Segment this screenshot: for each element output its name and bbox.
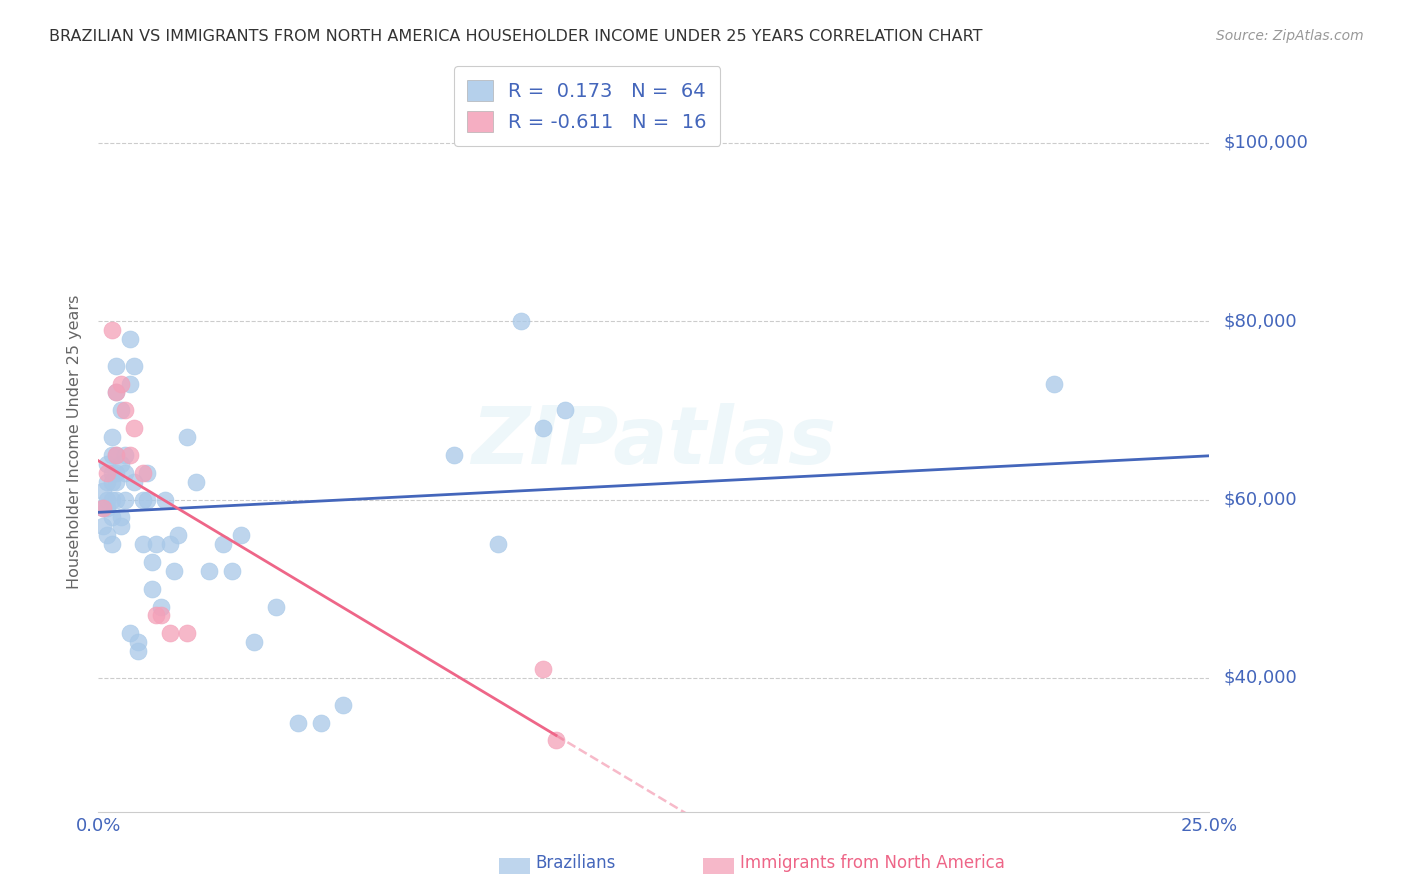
Legend: R =  0.173   N =  64, R = -0.611   N =  16: R = 0.173 N = 64, R = -0.611 N = 16 (454, 66, 720, 145)
Point (122, 475, 145, 489)
Point (105, 466, 128, 480)
Point (136, 492, 159, 507)
Text: $80,000: $80,000 (1223, 312, 1296, 330)
Point (105, 385, 128, 400)
Point (100, 466, 122, 480)
Point (91, 501, 114, 516)
Point (127, 644, 149, 658)
Point (264, 599, 287, 614)
Point (443, 448, 465, 462)
Point (531, 662, 554, 676)
Point (105, 448, 128, 462)
Point (153, 492, 176, 507)
Point (100, 537, 122, 551)
Point (96, 492, 118, 507)
Point (118, 376, 141, 391)
Point (149, 599, 172, 614)
Point (110, 510, 132, 524)
Point (105, 359, 128, 373)
Point (110, 519, 132, 533)
Point (114, 403, 136, 417)
Point (332, 698, 354, 712)
Text: $60,000: $60,000 (1223, 491, 1296, 508)
Point (105, 475, 128, 489)
Point (141, 582, 163, 596)
Point (118, 626, 141, 640)
Point (229, 528, 252, 542)
Point (114, 448, 136, 462)
Text: Immigrants from North America: Immigrants from North America (740, 855, 1004, 872)
Point (287, 715, 309, 730)
Point (211, 537, 233, 551)
Point (159, 626, 181, 640)
Text: Brazilians: Brazilians (536, 855, 616, 872)
Text: Source: ZipAtlas.com: Source: ZipAtlas.com (1216, 29, 1364, 43)
Point (96, 457, 118, 471)
Point (110, 376, 132, 391)
Point (136, 466, 159, 480)
Text: $100,000: $100,000 (1223, 134, 1308, 152)
Point (132, 466, 155, 480)
Point (127, 635, 149, 649)
Point (100, 448, 122, 462)
Point (105, 492, 128, 507)
Point (486, 537, 509, 551)
Point (91, 483, 114, 498)
Point (110, 457, 132, 471)
Point (531, 421, 554, 435)
Point (141, 555, 163, 569)
Point (118, 448, 141, 462)
Point (91, 501, 114, 516)
Point (186, 475, 208, 489)
Point (110, 403, 132, 417)
Point (122, 421, 145, 435)
Point (243, 635, 266, 649)
Point (145, 608, 167, 623)
Y-axis label: Householder Income Under 25 years: Householder Income Under 25 years (67, 294, 83, 589)
Point (159, 537, 181, 551)
Text: $40,000: $40,000 (1223, 669, 1296, 687)
Point (118, 332, 141, 346)
Point (105, 385, 128, 400)
Point (96, 528, 118, 542)
Point (544, 733, 567, 747)
Point (100, 323, 122, 337)
Point (167, 528, 190, 542)
Point (145, 537, 167, 551)
Text: BRAZILIAN VS IMMIGRANTS FROM NORTH AMERICA HOUSEHOLDER INCOME UNDER 25 YEARS COR: BRAZILIAN VS IMMIGRANTS FROM NORTH AMERI… (49, 29, 983, 44)
Point (100, 510, 122, 524)
Point (122, 359, 145, 373)
Point (221, 564, 243, 578)
Point (114, 466, 136, 480)
Point (309, 715, 332, 730)
Point (509, 314, 531, 328)
Point (114, 492, 136, 507)
Point (176, 626, 198, 640)
Point (96, 466, 118, 480)
Text: ZIPatlas: ZIPatlas (471, 402, 837, 481)
Point (91, 519, 114, 533)
Point (96, 501, 118, 516)
Point (100, 492, 122, 507)
Point (176, 430, 198, 444)
Point (105, 448, 128, 462)
Point (96, 475, 118, 489)
Point (100, 430, 122, 444)
Point (132, 537, 155, 551)
Point (149, 608, 172, 623)
Point (132, 492, 155, 507)
Point (198, 564, 221, 578)
Point (1042, 376, 1064, 391)
Point (554, 403, 576, 417)
Point (100, 475, 122, 489)
Point (163, 564, 186, 578)
